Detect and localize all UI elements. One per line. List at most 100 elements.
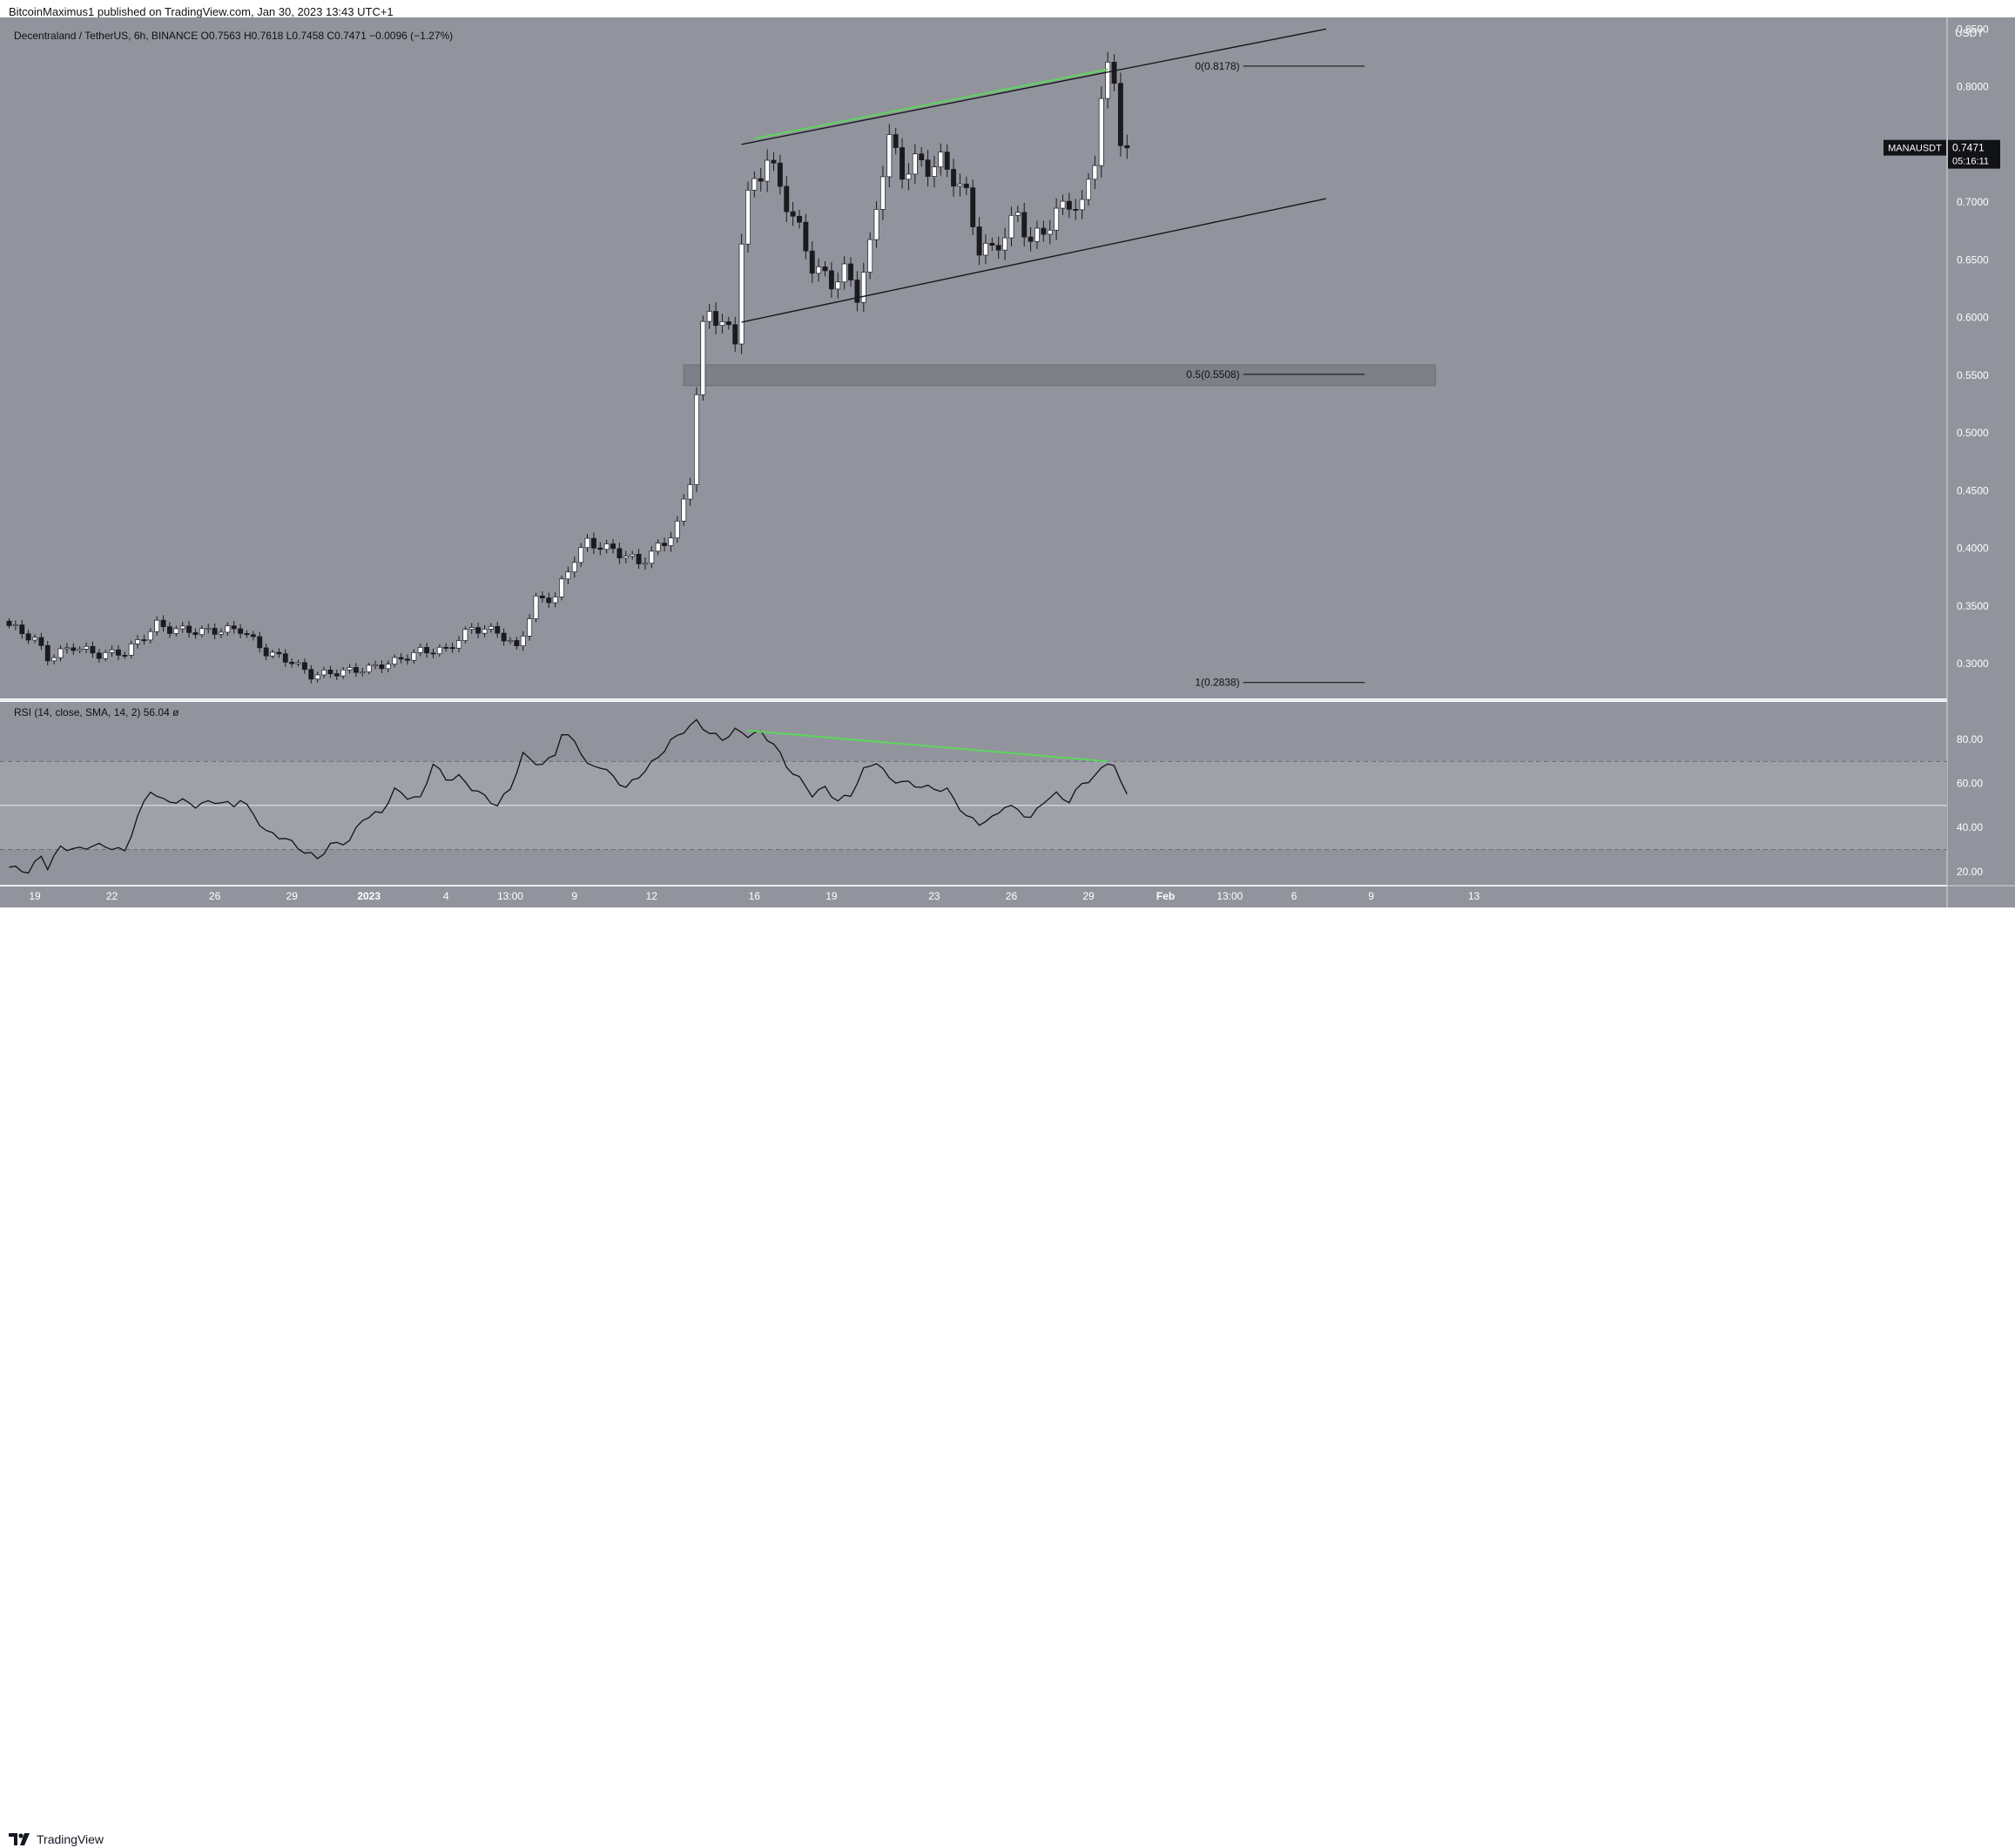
- candle-body: [951, 169, 957, 187]
- candle: [751, 171, 758, 198]
- candle: [578, 543, 584, 568]
- candle: [777, 154, 783, 195]
- trading-chart[interactable]: USDT 0.3000 0.3500 0.4000 0.4500 0.5000 0.5500…: [0, 0, 2015, 940]
- candle: [828, 261, 834, 298]
- candle-body: [900, 147, 905, 180]
- candle: [1098, 86, 1104, 178]
- candle-body: [360, 671, 366, 674]
- candle: [912, 144, 918, 184]
- candle-body: [122, 655, 128, 657]
- candle: [385, 660, 391, 673]
- candle: [603, 539, 610, 554]
- candle: [347, 664, 353, 674]
- candle-body: [565, 571, 571, 580]
- candle: [803, 213, 809, 260]
- price-tick-label: 0.3000: [1957, 658, 1989, 670]
- candle-body: [893, 134, 899, 148]
- last-price-countdown: 05:16:11: [1952, 157, 1989, 167]
- candle: [495, 621, 501, 638]
- candle: [797, 209, 802, 229]
- candle-body: [597, 547, 603, 550]
- candle: [617, 543, 623, 564]
- candle: [590, 532, 596, 555]
- candle-body: [417, 646, 423, 653]
- candle-body: [32, 637, 37, 641]
- candle: [848, 257, 853, 287]
- candle: [508, 637, 513, 644]
- candle-body: [392, 657, 398, 664]
- tradingview-brand: TradingView: [37, 1832, 104, 1846]
- candle: [1079, 190, 1085, 219]
- candle-body: [334, 673, 340, 677]
- candle-body: [1002, 237, 1008, 251]
- candle: [649, 546, 655, 569]
- candle: [784, 176, 790, 222]
- candle: [468, 623, 475, 634]
- candle-body: [340, 669, 347, 677]
- candle-body: [135, 639, 141, 644]
- candle: [115, 644, 121, 660]
- candle-body: [725, 321, 731, 326]
- candle: [1021, 202, 1028, 247]
- candle-body: [1066, 200, 1072, 210]
- candle-body: [758, 178, 764, 182]
- candle: [1008, 206, 1014, 247]
- candle-body: [482, 629, 488, 634]
- candle-body: [706, 311, 712, 322]
- candle-body: [199, 628, 205, 636]
- candle: [334, 669, 340, 680]
- candle: [212, 623, 218, 640]
- candle: [841, 256, 847, 290]
- candle-body: [77, 649, 83, 651]
- candle: [1041, 220, 1047, 242]
- candle: [674, 516, 680, 543]
- candle-body: [160, 619, 166, 627]
- candle: [430, 648, 436, 658]
- candle: [919, 146, 925, 167]
- candle: [128, 640, 134, 659]
- tradingview-logo[interactable]: TradingView: [9, 1831, 104, 1848]
- channel-upper-line: [741, 28, 1327, 145]
- candle: [1054, 198, 1060, 240]
- candle: [687, 477, 693, 506]
- candle: [270, 649, 275, 659]
- candle: [57, 644, 64, 662]
- candle: [289, 658, 295, 668]
- candle: [1117, 72, 1123, 157]
- time-tick-label: 13:00: [1216, 890, 1243, 902]
- candle: [71, 643, 77, 656]
- candle-body: [424, 646, 430, 654]
- candle: [636, 549, 642, 570]
- candle-body: [886, 134, 893, 178]
- candle-body: [1098, 98, 1104, 166]
- candle-body: [353, 667, 359, 673]
- legend-part: 0.7458: [292, 30, 327, 42]
- legend-part: C: [327, 30, 334, 42]
- candle-body: [822, 266, 828, 272]
- candle-body: [314, 674, 320, 680]
- candle: [231, 621, 237, 634]
- candle: [597, 542, 603, 556]
- time-tick-label: Feb: [1156, 890, 1175, 902]
- candle: [854, 271, 860, 312]
- candle: [514, 637, 520, 650]
- candle: [1060, 194, 1066, 215]
- candle-body: [282, 653, 288, 663]
- candle-body: [630, 554, 636, 556]
- candle-body: [1117, 83, 1123, 146]
- candle-body: [379, 664, 385, 670]
- rsi-divergence-line: [747, 729, 1109, 763]
- candle-body: [655, 543, 661, 552]
- candle: [160, 615, 166, 632]
- candle-body: [488, 625, 494, 630]
- candle: [488, 623, 494, 633]
- candle: [276, 648, 282, 658]
- candle-body: [366, 664, 372, 672]
- candle: [931, 156, 937, 188]
- candle-body: [167, 626, 172, 634]
- candle-body: [398, 657, 404, 660]
- candles-group: [6, 51, 1130, 684]
- candle: [1034, 220, 1040, 249]
- candle: [398, 653, 404, 664]
- candle-body: [51, 657, 57, 662]
